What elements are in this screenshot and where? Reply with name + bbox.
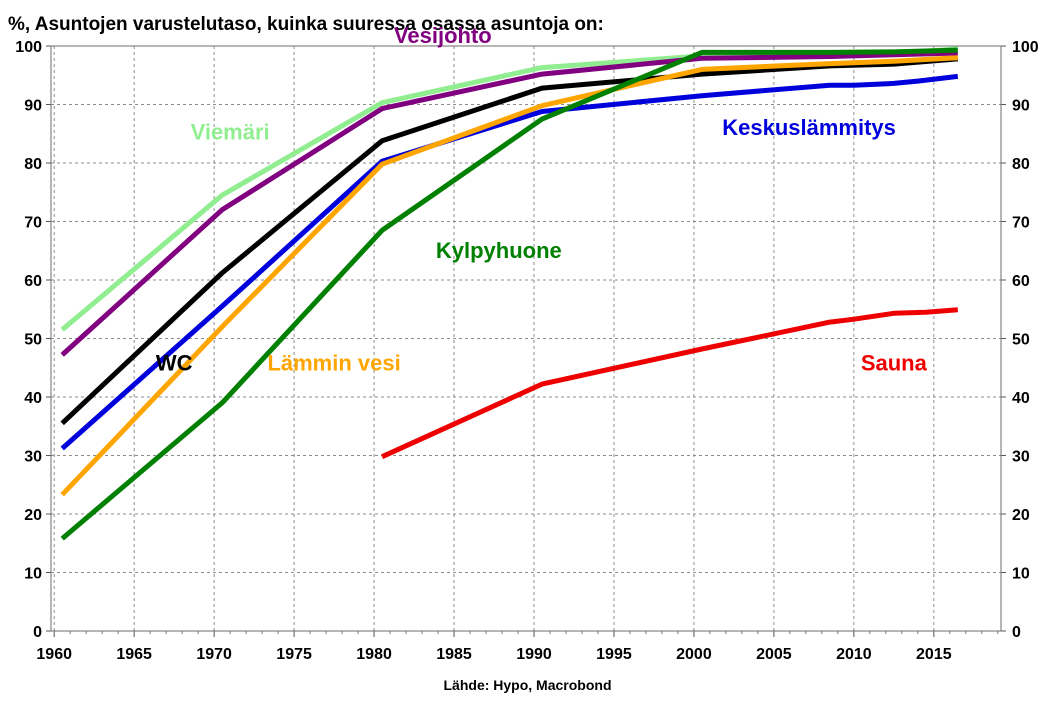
y-tick-label-left: 80 [24, 156, 42, 173]
x-tick-label: 1985 [436, 646, 472, 663]
series-line-wc [60, 56, 959, 426]
series-label-keskusl-mmitys: Keskuslämmitys [722, 115, 896, 140]
series-line-vesijohto [60, 50, 958, 357]
series-label-wc: WC [156, 351, 193, 376]
y-tick-label-right: 20 [1012, 507, 1030, 524]
y-tick-label-left: 50 [24, 332, 42, 349]
y-tick-label-right: 40 [1012, 390, 1030, 407]
y-tick-label-left: 30 [24, 449, 42, 466]
chart-title: %, Asuntojen varustelutaso, kuinka suure… [8, 14, 604, 35]
y-tick-label-left: 70 [24, 215, 42, 232]
y-tick-label-right: 50 [1012, 332, 1030, 349]
x-tick-label: 1995 [596, 646, 632, 663]
y-tick-label-left: 90 [24, 98, 42, 115]
y-tick-label-left: 40 [24, 390, 42, 407]
axes: 0 0 10 10 20 20 30 30 40 40 50 50 60 60 70 70 80 80 90 90 10… [15, 39, 1039, 663]
y-tick-label-left: 100 [15, 39, 42, 56]
x-tick-label: 1990 [516, 646, 552, 663]
x-tick-label: 2010 [836, 646, 872, 663]
series-label-l-mmin-vesi: Lämmin vesi [267, 351, 400, 376]
series-labels: Viemäri Vesijohto WC Keskuslämmitys Lämmin v… [156, 23, 928, 376]
series-lines [60, 46, 959, 541]
y-tick-label-right: 30 [1012, 449, 1030, 466]
series-line-keskusl-mmitys [60, 73, 959, 451]
y-tick-label-right: 100 [1012, 39, 1039, 56]
y-tick-label-right: 0 [1012, 624, 1021, 641]
y-tick-label-right: 70 [1012, 215, 1030, 232]
y-tick-label-right: 80 [1012, 156, 1030, 173]
series-label-vesijohto: Vesijohto [394, 23, 492, 48]
y-tick-label-right: 90 [1012, 98, 1030, 115]
series-line-sauna [381, 307, 958, 459]
x-tick-label: 2005 [756, 646, 792, 663]
source-note: Lähde: Hypo, Macrobond [443, 677, 612, 693]
x-tick-label: 1960 [36, 646, 72, 663]
series-label-viem-ri: Viemäri [191, 120, 270, 145]
y-tick-label-right: 10 [1012, 566, 1030, 583]
x-tick-label: 1980 [356, 646, 392, 663]
x-tick-label: 2000 [676, 646, 712, 663]
series-label-kylpyhuone: Kylpyhuone [436, 238, 562, 263]
x-tick-label: 1975 [276, 646, 312, 663]
y-tick-label-left: 0 [33, 624, 42, 641]
x-tick-label: 1965 [116, 646, 152, 663]
series-line-kylpyhuone [60, 47, 958, 541]
y-tick-label-left: 20 [24, 507, 42, 524]
x-tick-label: 2015 [916, 646, 952, 663]
y-tick-label-left: 60 [24, 273, 42, 290]
series-label-sauna: Sauna [861, 351, 928, 376]
series-line-viem-ri [60, 46, 958, 332]
x-tick-label: 1970 [196, 646, 232, 663]
plot-frame [50, 45, 1002, 632]
y-tick-label-right: 60 [1012, 273, 1030, 290]
y-tick-label-left: 10 [24, 566, 42, 583]
